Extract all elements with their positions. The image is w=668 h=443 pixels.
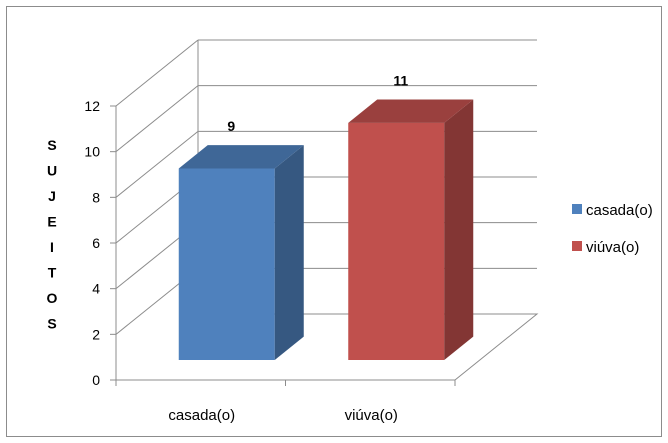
gridline-diagonal xyxy=(115,130,199,198)
y-tick-labels: 0 2 4 6 8 10 12 xyxy=(84,98,100,388)
gridline-diagonal xyxy=(115,39,199,107)
y-axis-label-letter: E xyxy=(47,214,56,230)
data-label: 11 xyxy=(393,72,408,88)
bar-front-face xyxy=(178,168,275,360)
bar-2 xyxy=(348,99,474,360)
legend: casada(o) viúva(o) xyxy=(572,202,653,256)
gridline-diagonal xyxy=(115,85,199,153)
data-labels: 9 11 xyxy=(227,72,408,134)
y-tick-label: 0 xyxy=(92,372,100,388)
bar-1 xyxy=(178,145,304,360)
legend-entry-label: viúva(o) xyxy=(586,239,639,256)
y-axis-label-letter: J xyxy=(48,188,56,204)
bar-top-face xyxy=(178,145,304,169)
data-label: 9 xyxy=(227,118,235,134)
y-tick-label: 6 xyxy=(92,235,100,251)
legend-swatch xyxy=(572,241,582,251)
y-axis-label-letter: S xyxy=(47,316,56,332)
legend-swatch xyxy=(572,204,582,214)
y-tick-label: 2 xyxy=(92,326,100,342)
legend-entry-label: casada(o) xyxy=(586,202,653,219)
chart-border xyxy=(6,6,662,437)
y-axis-label-letter: O xyxy=(47,290,58,306)
category-label: viúva(o) xyxy=(345,407,398,424)
y-tick-label: 8 xyxy=(92,189,100,205)
y-axis-label-letter: S xyxy=(47,137,56,153)
bar-front-face xyxy=(348,122,445,360)
y-axis-label-letter: I xyxy=(50,239,54,255)
bar-side-face xyxy=(444,99,474,360)
category-labels: casada(o) viúva(o) xyxy=(168,407,398,424)
floor-outline xyxy=(198,313,539,381)
bar-top-face xyxy=(348,99,474,123)
bars xyxy=(178,99,474,360)
bar-side-face xyxy=(274,145,304,360)
y-tick-label: 10 xyxy=(84,144,100,160)
y-tick-label: 4 xyxy=(92,281,100,297)
category-label: casada(o) xyxy=(168,407,235,424)
chart-walls xyxy=(198,313,539,381)
y-axis-label-letter: U xyxy=(47,163,57,179)
y-axis-label-letter: T xyxy=(48,265,57,281)
y-tick-label: 12 xyxy=(84,98,100,114)
